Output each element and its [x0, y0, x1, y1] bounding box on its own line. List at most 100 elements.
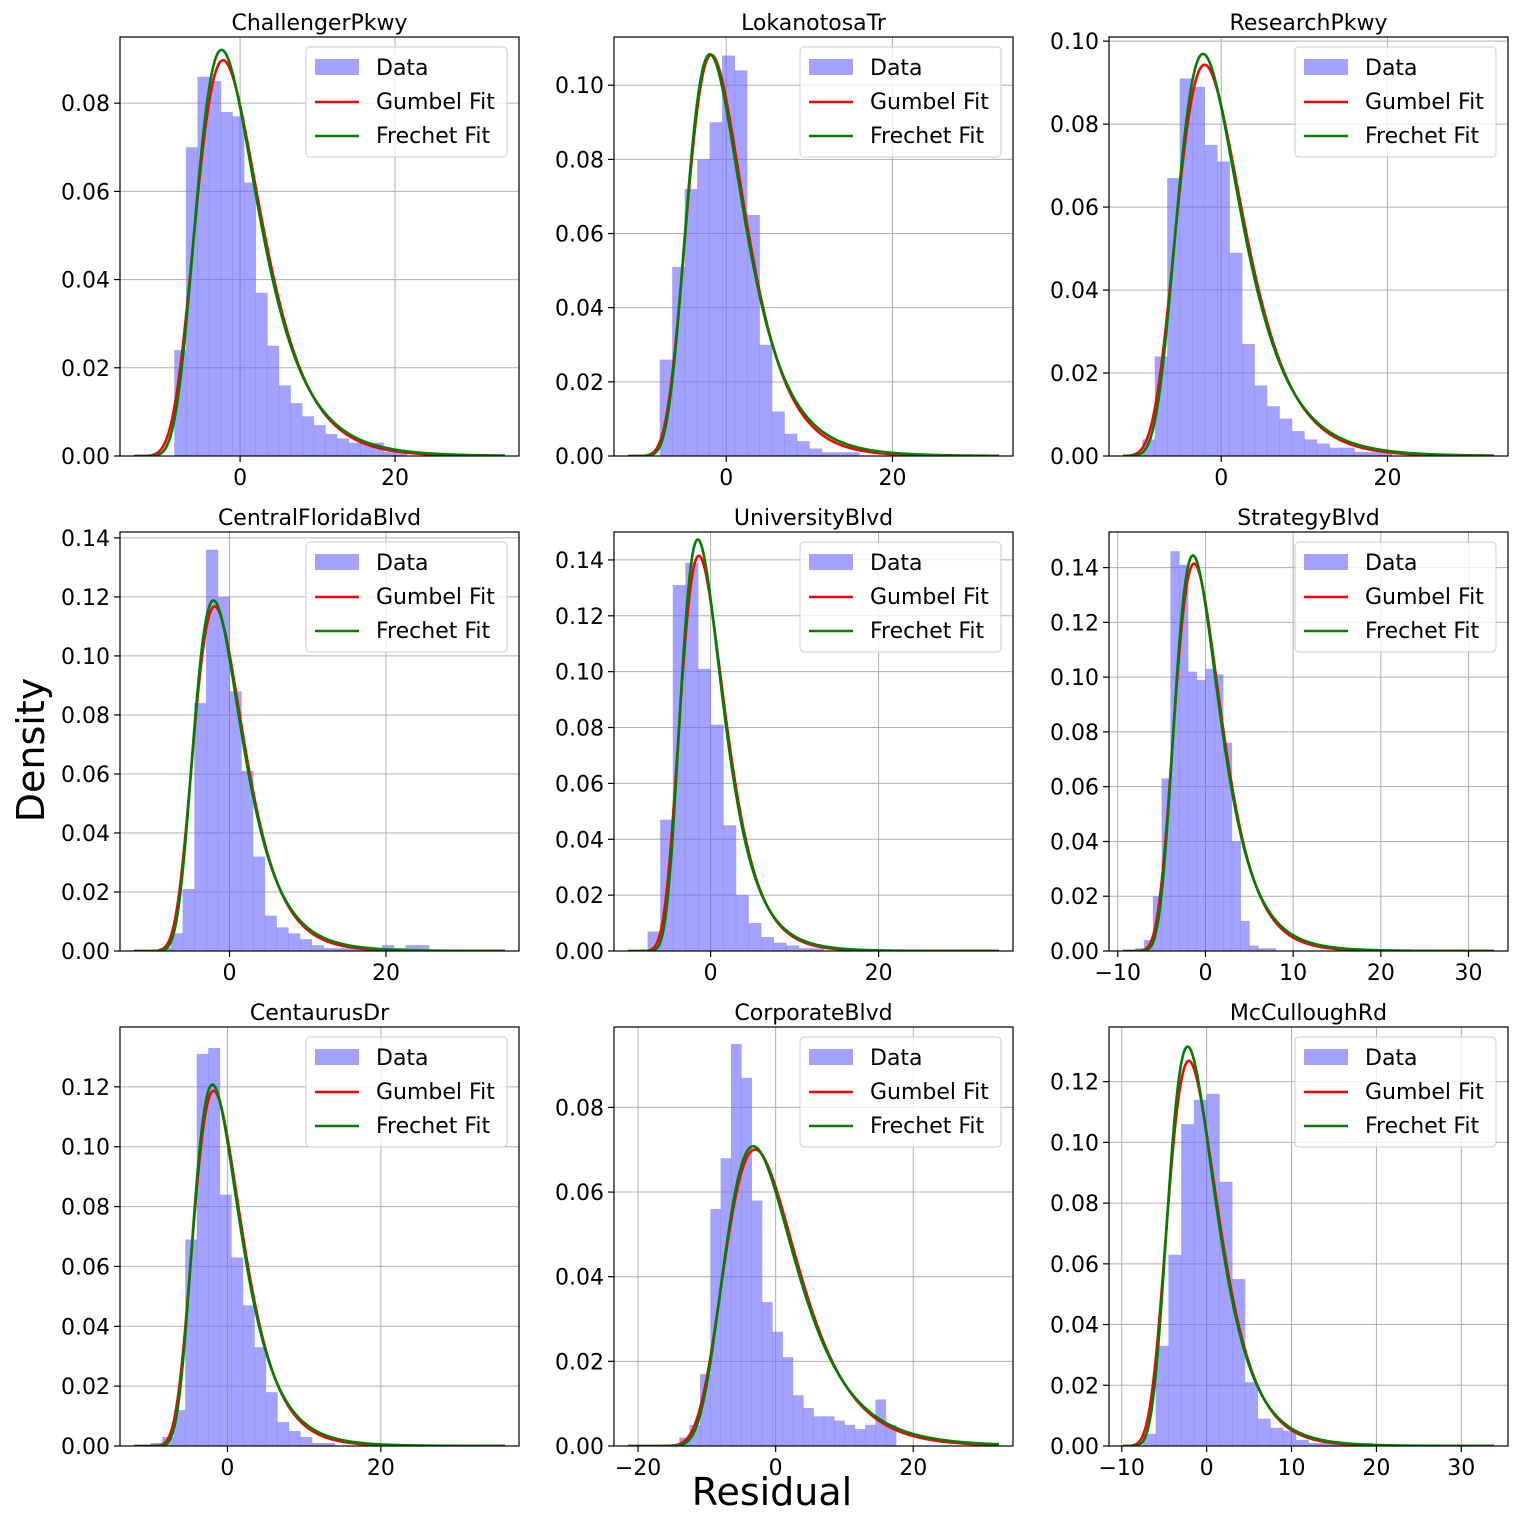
axes-frame [613, 1026, 1014, 1447]
x-tick-label: 30 [1455, 961, 1483, 986]
panel-1: 0 20 0.00 0.02 0.04 0.06 0.08 ChallengerPkwy Dat… [61, 11, 520, 491]
histogram-bar [1279, 418, 1293, 456]
x-tick-label: 20 [1367, 961, 1395, 986]
histogram-bar [253, 856, 266, 951]
histogram-bar [323, 948, 336, 951]
histogram-bar [1187, 671, 1198, 951]
histogram-bar [348, 442, 361, 456]
panel-title: ChallengerPkwy [231, 11, 407, 36]
y-tick-label: 0.00 [61, 445, 110, 470]
histogram-bar [1257, 1418, 1271, 1446]
histogram-bar [782, 1357, 794, 1446]
histogram-bar [885, 1424, 897, 1446]
histogram-bar [823, 1416, 835, 1446]
histogram-bar [761, 1302, 773, 1446]
histogram-bar [382, 945, 395, 951]
histogram-bar [290, 403, 303, 456]
y-tick-label: 0.04 [61, 269, 110, 294]
panel-title: UniversityBlvd [734, 506, 893, 531]
histogram-bar [346, 948, 360, 951]
histogram-bar [1206, 1093, 1220, 1446]
axes-frame [613, 36, 1014, 457]
histogram-bar [1240, 920, 1250, 951]
histogram-bar [1266, 406, 1280, 456]
y-tick-label: 0.06 [555, 1181, 604, 1206]
x-tick-label: 20 [367, 1456, 395, 1481]
histogram-bar [672, 266, 686, 456]
y-tick-label: 0.12 [61, 586, 110, 611]
panel-8: −20 0 20 0.00 0.02 0.04 0.06 0.08 CorporateBlvd D… [555, 1001, 1014, 1481]
frechet-fit-line [627, 53, 1000, 456]
legend-swatch-data [809, 59, 853, 75]
legend-label-gumbel: Gumbel Fit [376, 1080, 495, 1105]
legend-label-gumbel: Gumbel Fit [1365, 90, 1484, 115]
y-tick-label: 0.10 [61, 1136, 110, 1161]
legend-label-gumbel: Gumbel Fit [870, 585, 989, 610]
y-tick-label: 0.00 [1050, 445, 1099, 470]
histogram-bar [383, 451, 396, 456]
histogram-bar [1266, 948, 1277, 951]
histogram-bar [254, 1347, 267, 1446]
legend-label-gumbel: Gumbel Fit [1365, 1080, 1484, 1105]
histogram-bar [405, 945, 418, 951]
y-tick-label: 0.08 [555, 148, 604, 173]
histogram-bar [1155, 1345, 1169, 1446]
axes-frame [1108, 531, 1509, 952]
histogram-bar [182, 889, 195, 951]
y-tick-label: 0.02 [1050, 1374, 1099, 1399]
histogram-bar [173, 1410, 186, 1446]
x-tick-label: 20 [899, 1456, 927, 1481]
histogram-bar [278, 385, 291, 456]
y-tick-label: 0.10 [555, 74, 604, 99]
y-tick-label: 0.08 [61, 1196, 110, 1221]
histogram [659, 55, 860, 456]
x-tick-label: −10 [1099, 1456, 1145, 1481]
histogram-bar [206, 549, 219, 951]
histogram-bar [710, 724, 724, 951]
legend-label-frechet: Frechet Fit [870, 124, 985, 149]
legend-label-frechet: Frechet Fit [376, 124, 491, 149]
y-tick-label: 0.06 [61, 763, 110, 788]
gumbel-fit-line [627, 1148, 1000, 1446]
y-tick-label: 0.02 [61, 357, 110, 382]
histogram-bar [229, 691, 242, 951]
y-tick-label: 0.04 [61, 1315, 110, 1340]
panel-7: 0 20 0.00 0.02 0.04 0.06 0.08 0.10 0.12 Centaurus… [61, 1001, 520, 1481]
histogram-bar [844, 1424, 856, 1446]
histogram-bar [834, 452, 848, 456]
histogram-bar [796, 441, 810, 456]
y-tick-label: 0.00 [555, 445, 604, 470]
y-tick-label: 0.10 [1050, 30, 1099, 55]
histogram-bar [685, 562, 699, 951]
y-tick-label: 0.14 [1050, 557, 1099, 582]
histogram-bar [809, 448, 823, 456]
histogram-bar [174, 350, 187, 456]
y-tick-label: 0.08 [61, 92, 110, 117]
histogram-bar [1229, 252, 1243, 456]
histogram-bar [209, 81, 222, 456]
legend-swatch-data [809, 554, 853, 570]
histogram-bar [311, 1443, 324, 1446]
ticks: 0 20 0.00 0.02 0.04 0.06 0.08 0.10 0.12 0.14 [555, 549, 893, 986]
y-tick-label: 0.00 [1050, 1435, 1099, 1460]
histogram-bar [1295, 1439, 1309, 1446]
histogram [1142, 78, 1393, 456]
x-tick-label: 10 [1279, 961, 1307, 986]
histogram-bar [1168, 1254, 1182, 1446]
histogram-bar [699, 1374, 711, 1446]
histogram-bar [773, 942, 787, 951]
legend-label-gumbel: Gumbel Fit [870, 1080, 989, 1105]
histogram-bar [1304, 439, 1318, 456]
histogram-bar [1270, 1427, 1284, 1446]
histogram-bar [300, 1437, 313, 1446]
histogram-bar [335, 948, 348, 951]
histogram-bar [1204, 144, 1218, 456]
histogram-bar [734, 70, 748, 456]
fit-curves [133, 48, 506, 456]
histogram-bar [311, 945, 324, 951]
legend-label-frechet: Frechet Fit [870, 619, 985, 644]
axes-frame [1108, 1026, 1509, 1447]
histogram-bar [241, 771, 254, 951]
legend-label-frechet: Frechet Fit [1365, 1114, 1480, 1139]
axes-frame [1108, 36, 1509, 457]
